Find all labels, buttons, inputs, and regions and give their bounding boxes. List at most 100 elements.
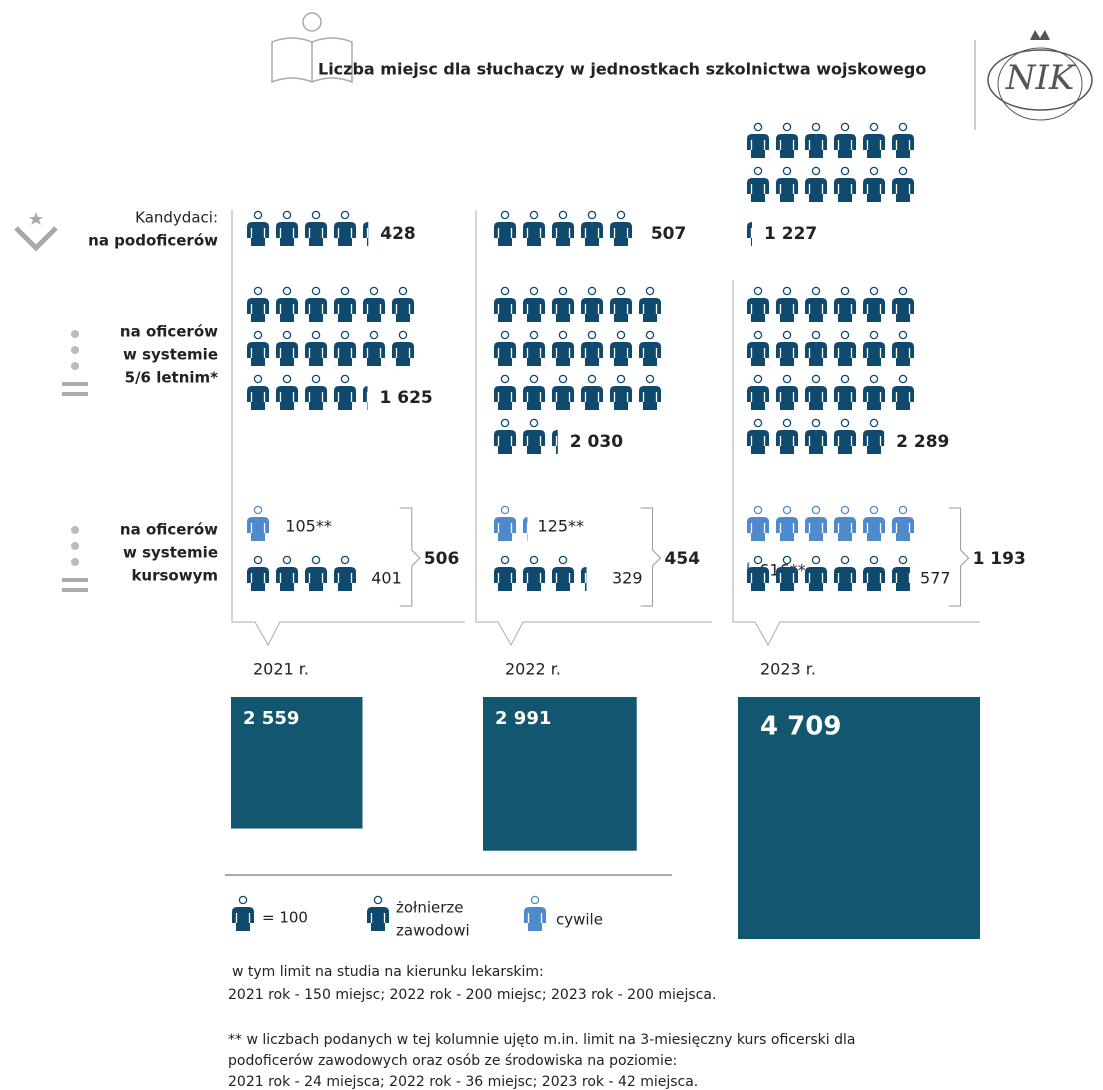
value-label: 1 625 [380, 388, 433, 408]
person-icon [891, 286, 915, 322]
person-icon [580, 374, 604, 410]
person-icon [551, 210, 575, 246]
value-label: 1 193 [973, 549, 1026, 569]
rank-icons [14, 212, 88, 592]
person-icon [804, 286, 828, 322]
note: w tym limit na studia na kierunku lekars… [232, 964, 544, 980]
person-icon [609, 374, 633, 410]
person-icon [804, 505, 828, 541]
person-icon [775, 166, 799, 202]
bracket [948, 507, 970, 607]
total-label: 4 709 [760, 712, 841, 742]
person-icon [862, 418, 885, 454]
person-icon [493, 210, 517, 246]
row-label: kursowym [131, 567, 218, 585]
value-label: 125** [538, 517, 585, 536]
person-icon [609, 330, 633, 366]
person-icon [862, 330, 886, 366]
row-label: w systemie [123, 544, 218, 562]
book-icon [271, 12, 353, 84]
person-icon [493, 555, 517, 591]
note: podoficerów zawodowych oraz osób ze środ… [228, 1053, 677, 1069]
person-icon [775, 122, 799, 158]
value-label: 1 227 [764, 224, 817, 244]
value-label: 105** [285, 517, 332, 536]
person-icon [833, 122, 857, 158]
person-icon [609, 210, 633, 246]
person-icon [523, 895, 547, 931]
logo: NIK [987, 30, 1093, 121]
logo-text: NIK [1005, 58, 1077, 98]
row-label: na oficerów [120, 323, 218, 341]
row-label: w systemie [123, 346, 218, 364]
person-icon [862, 122, 886, 158]
person-icon [891, 555, 911, 591]
person-icon [775, 505, 799, 541]
total-label: 2 559 [243, 708, 299, 729]
person-icon [804, 330, 828, 366]
person-icon [862, 286, 886, 322]
total-square [483, 697, 637, 851]
person-icon [862, 505, 886, 541]
person-icon [746, 122, 770, 158]
person-icon [638, 286, 662, 322]
person-icon [275, 286, 299, 322]
total-square [738, 697, 980, 939]
person-icon [746, 166, 770, 202]
person-icon [891, 374, 915, 410]
person-icon [551, 374, 575, 410]
person-icon [746, 418, 770, 454]
person-icon [246, 555, 270, 591]
person-icon [862, 166, 886, 202]
person-icon [493, 330, 517, 366]
person-icon [833, 374, 857, 410]
person-icon [366, 895, 390, 931]
person-icon [804, 555, 828, 591]
person-icon [891, 166, 915, 202]
person-icon [580, 210, 604, 246]
person-icon [246, 374, 270, 410]
person-icon [304, 286, 328, 322]
person-icon [775, 330, 799, 366]
note: ** w liczbach podanych w tej kolumnie uj… [228, 1032, 855, 1048]
person-icon [493, 418, 517, 454]
person-icon [522, 210, 546, 246]
person-icon [304, 555, 328, 591]
person-icon [551, 555, 575, 591]
person-icon [580, 330, 604, 366]
person-icon [304, 330, 328, 366]
person-icon [775, 286, 799, 322]
person-icon [522, 374, 546, 410]
person-icon [333, 374, 357, 410]
legend-label: cywile [556, 911, 603, 929]
person-icon [333, 286, 357, 322]
row-label: 5/6 letnim* [125, 369, 219, 387]
person-icon [246, 330, 270, 366]
note: 2021 rok - 150 miejsc; 2022 rok - 200 mi… [228, 987, 716, 1003]
person-icon [493, 505, 517, 541]
person-icon [493, 374, 517, 410]
person-icon [522, 286, 546, 322]
person-icon [638, 330, 662, 366]
note: 2021 rok - 24 miejsca; 2022 rok - 36 mie… [228, 1074, 698, 1090]
person-icon [891, 122, 915, 158]
row-label: na oficerów [120, 521, 218, 539]
person-icon [522, 330, 546, 366]
person-icon [746, 286, 770, 322]
person-icon [391, 330, 415, 366]
person-icon [833, 286, 857, 322]
value-label: 428 [380, 224, 416, 244]
person-icon [333, 330, 357, 366]
person-icon [275, 210, 299, 246]
person-icon [862, 555, 886, 591]
value-label: 2 289 [896, 432, 949, 452]
person-icon [833, 555, 857, 591]
person-icon [775, 418, 799, 454]
value-label: 329 [612, 569, 643, 588]
total-square [231, 697, 363, 829]
person-icon [551, 330, 575, 366]
person-icon [246, 286, 270, 322]
frames [231, 210, 980, 647]
person-icon [551, 286, 575, 322]
